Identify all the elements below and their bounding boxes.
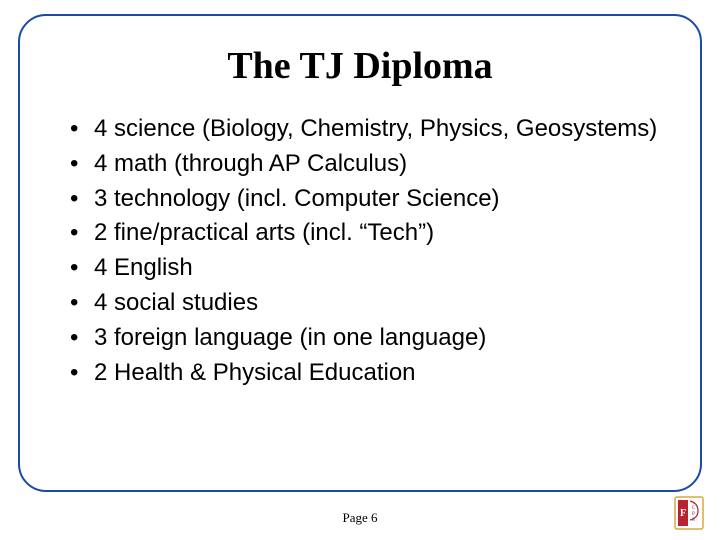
list-item: 4 science (Biology, Chemistry, Physics, … xyxy=(70,112,660,147)
list-item: 4 English xyxy=(70,251,660,286)
page-number: Page 6 xyxy=(0,510,720,526)
svg-text:P: P xyxy=(692,512,695,517)
svg-text:S: S xyxy=(692,518,695,523)
list-item: 2 fine/practical arts (incl. “Tech”) xyxy=(70,216,660,251)
list-item: 4 social studies xyxy=(70,286,660,321)
list-item: 4 math (through AP Calculus) xyxy=(70,147,660,182)
slide-frame: The TJ Diploma 4 science (Biology, Chemi… xyxy=(18,14,702,492)
list-item: 3 technology (incl. Computer Science) xyxy=(70,182,660,217)
slide-title: The TJ Diploma xyxy=(60,44,660,88)
list-item: 3 foreign language (in one language) xyxy=(70,321,660,356)
fcps-logo-icon: C P S F xyxy=(674,496,704,530)
svg-text:F: F xyxy=(680,508,686,519)
bullet-list: 4 science (Biology, Chemistry, Physics, … xyxy=(60,112,660,390)
list-item: 2 Health & Physical Education xyxy=(70,356,660,391)
